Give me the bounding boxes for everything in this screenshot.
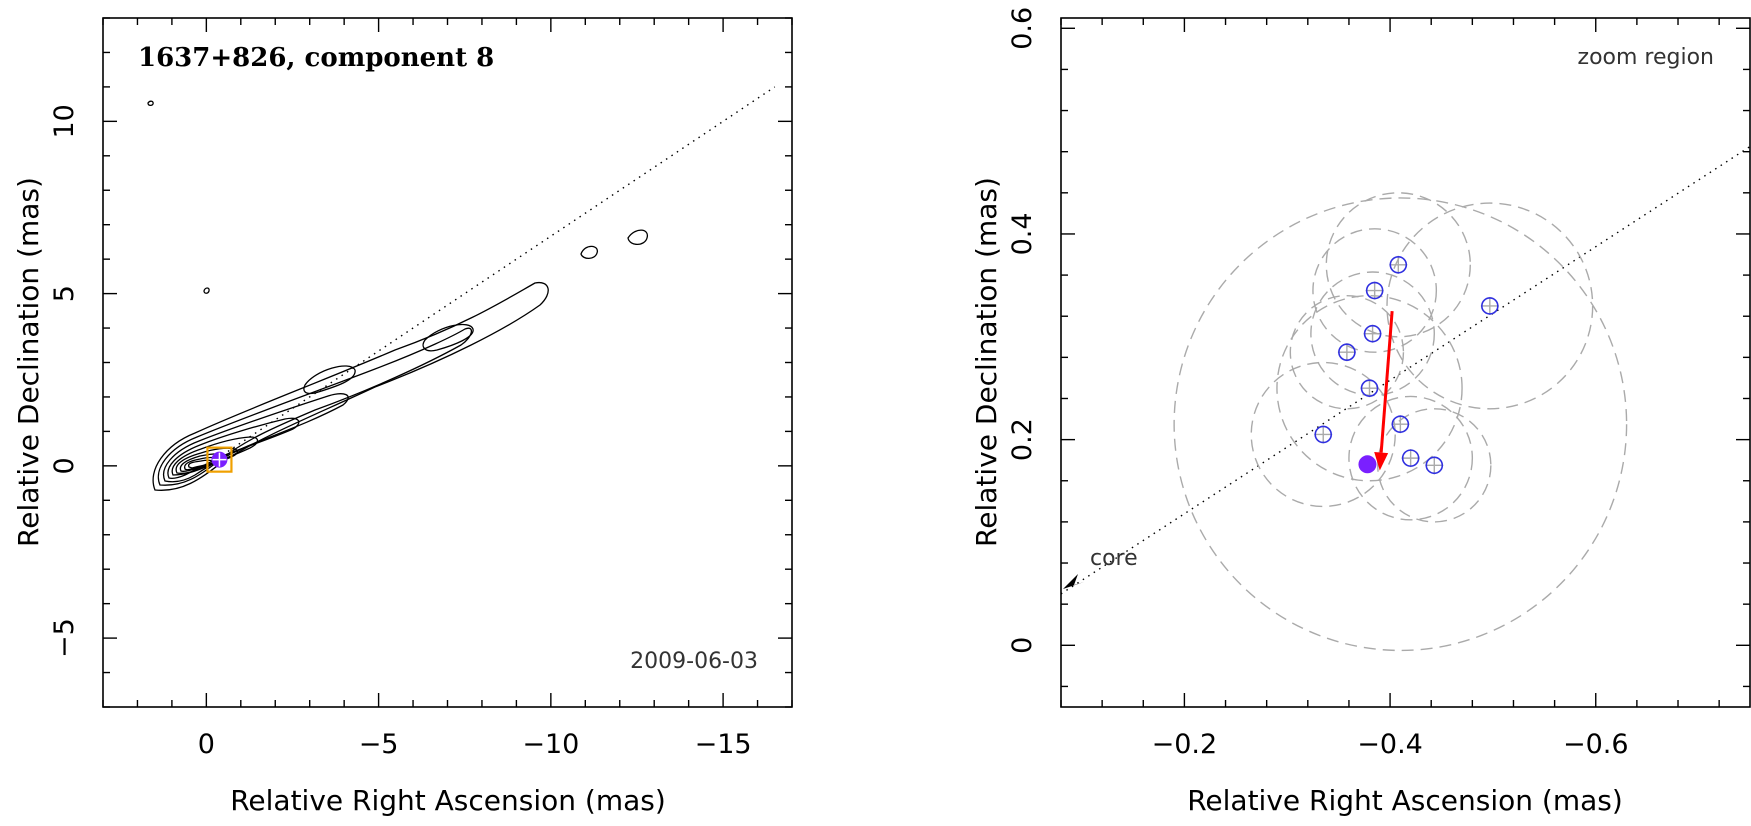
epoch-error-circle	[1312, 228, 1438, 353]
right-tick-labels: −0.2 −0.4 −0.6 0 0.2 0.4 0.6	[1007, 7, 1629, 760]
left-y-axis-label: Relative Declination (mas)	[12, 177, 45, 547]
epoch-error-circle	[1289, 294, 1405, 410]
y-tick-label: 0	[1007, 637, 1038, 654]
epoch-date: 2009-06-03	[630, 649, 758, 674]
epoch-position	[1425, 456, 1444, 475]
epoch-error-circle	[1325, 192, 1471, 338]
epoch-error-circle	[1250, 361, 1396, 508]
motion-vector	[1379, 310, 1394, 453]
y-tick-label: 0	[49, 457, 80, 474]
zoom-region-label: zoom region	[1578, 45, 1714, 70]
epoch-position	[1360, 379, 1379, 398]
left-ticks	[102, 17, 793, 708]
core-label: core	[1090, 546, 1138, 571]
epoch-error-circle	[1377, 408, 1492, 523]
y-tick-label: 5	[49, 285, 80, 302]
epoch-error-circle	[1348, 395, 1474, 521]
motion-vector-head	[1374, 451, 1389, 471]
right-plot-frame	[1060, 17, 1751, 708]
y-tick-label: 0.4	[1007, 212, 1038, 255]
epoch-position	[1338, 343, 1356, 362]
right-y-axis-label: Relative Declination (mas)	[970, 177, 1003, 547]
y-tick-label: 0.6	[1007, 7, 1038, 50]
panel-title: 1637+826, component 8	[138, 43, 494, 73]
core-arrow-icon	[1063, 574, 1084, 589]
ridge-line	[1060, 145, 1751, 595]
epoch-layer	[1173, 192, 1628, 652]
epoch-position	[1401, 449, 1420, 467]
contour-panel: 0 −5 −10 −15 −5 0 5 10 1637+826, component 8 20…	[12, 17, 793, 817]
epoch-position	[1363, 324, 1382, 343]
component-box	[206, 446, 233, 473]
epoch-position	[1365, 281, 1384, 300]
x-tick-label: −0.4	[1357, 729, 1423, 760]
x-tick-label: −0.2	[1152, 729, 1218, 760]
x-tick-label: −10	[522, 729, 579, 760]
right-ticks	[1060, 18, 1750, 707]
epoch-position	[1314, 425, 1333, 444]
epoch-position	[1391, 415, 1410, 434]
x-tick-label: 0	[198, 729, 215, 760]
x-tick-label: −0.6	[1563, 729, 1629, 760]
epoch-position	[1389, 256, 1408, 274]
y-tick-label: −5	[49, 618, 80, 658]
left-tick-labels: 0 −5 −10 −15 −5 0 5 10	[49, 104, 752, 760]
epoch-error-circle	[1276, 294, 1463, 482]
y-tick-label: 0.2	[1007, 418, 1038, 461]
epoch-position	[1481, 297, 1499, 315]
y-tick-label: 10	[49, 104, 80, 138]
jet-contours	[147, 100, 648, 491]
zoom-panel: −0.2 −0.4 −0.600.20.40.6 core zoom region …	[970, 7, 1751, 817]
left-plot-frame	[102, 17, 793, 708]
left-x-axis-label: Relative Right Ascension (mas)	[230, 784, 666, 817]
mean-position	[1358, 455, 1377, 474]
epoch-error-circle	[1173, 197, 1628, 652]
x-tick-label: −15	[695, 729, 752, 760]
x-tick-label: −5	[359, 729, 399, 760]
right-x-axis-label: Relative Right Ascension (mas)	[1187, 784, 1623, 817]
jet-axis-line	[205, 86, 776, 467]
